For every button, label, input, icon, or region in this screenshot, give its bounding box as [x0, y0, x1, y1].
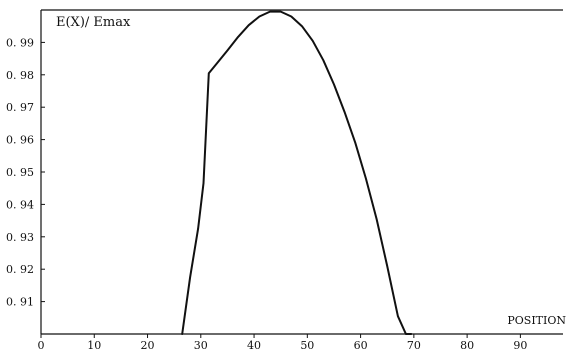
y-tick-label: 0. 96: [6, 134, 34, 147]
series-line: [181, 10, 413, 335]
y-axis-title: E(X)/ Emax: [56, 15, 131, 30]
x-tick-label: 0: [38, 339, 45, 351]
x-ticks: 0 10 20 30 40 50 60 70 80 90: [38, 334, 527, 351]
x-tick-label: 50: [300, 339, 314, 351]
x-tick-label: 30: [194, 339, 208, 351]
x-axis-title: POSITION: [507, 314, 566, 327]
y-tick-label: 0. 92: [6, 263, 34, 276]
y-tick-label: 0. 93: [6, 231, 34, 244]
y-tick-label: 0. 98: [6, 69, 34, 82]
x-tick-label: 40: [247, 339, 261, 351]
x-tick-label: 20: [141, 339, 155, 351]
y-tick-label: 0. 99: [6, 36, 34, 49]
x-tick-label: 80: [460, 339, 474, 351]
plot-frame: [40, 9, 563, 335]
x-tick-label: 60: [354, 339, 368, 351]
x-tick-label: 70: [407, 339, 421, 351]
y-tick-label: 0. 91: [6, 296, 34, 309]
x-tick-label: 90: [513, 339, 527, 351]
y-tick-label: 0. 94: [6, 198, 34, 211]
y-ticks: 0. 91 0. 92 0. 93 0. 94 0. 95 0. 96 0. 97 0. 98…: [6, 36, 45, 309]
y-tick-label: 0. 95: [6, 166, 34, 179]
x-tick-label: 10: [87, 339, 101, 351]
y-tick-label: 0. 97: [6, 101, 34, 114]
